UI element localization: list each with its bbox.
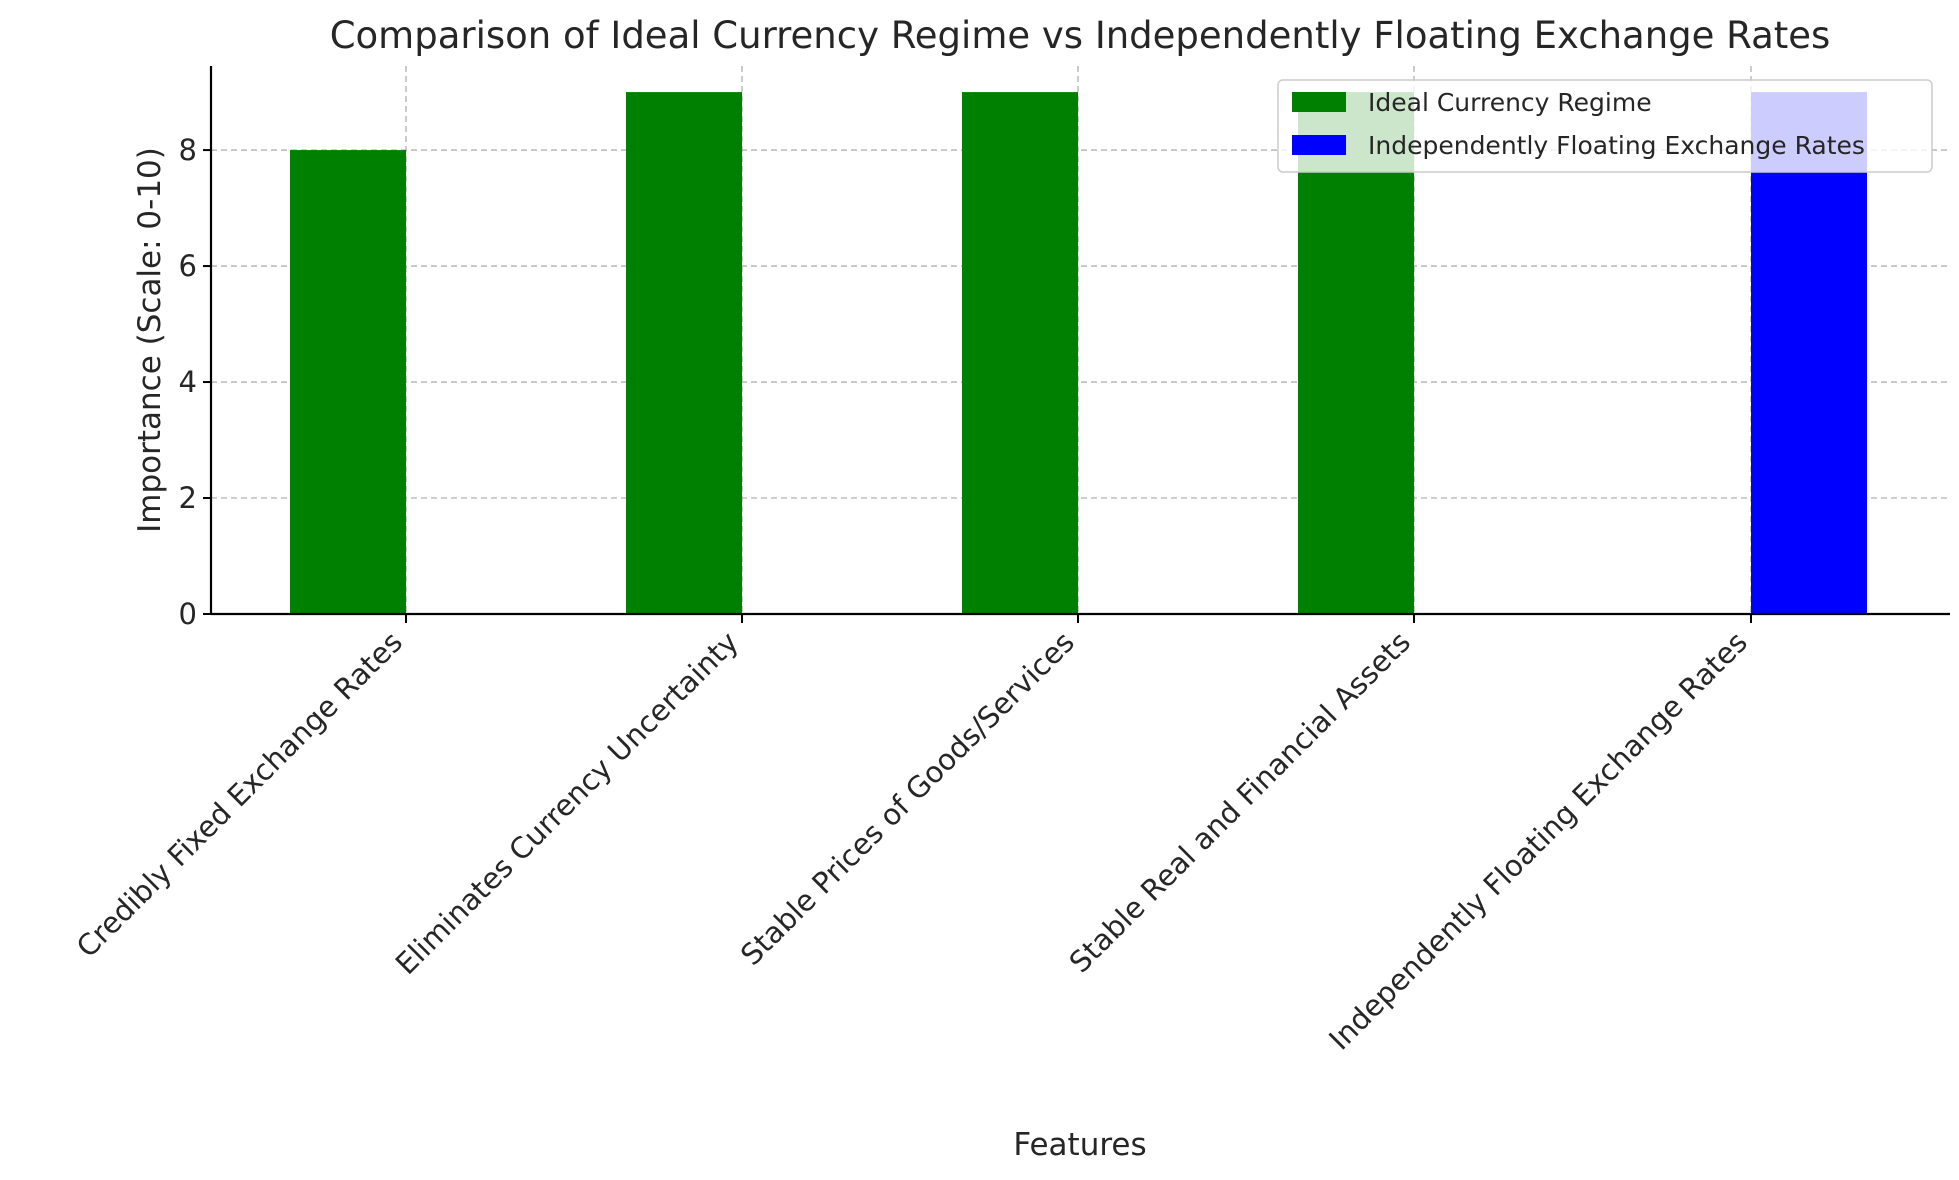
x-tick-label: Stable Prices of Goods/Services	[734, 625, 1081, 972]
y-tick-label: 8	[179, 133, 197, 167]
y-ticks: 0 2 4 6 8	[179, 133, 211, 631]
legend-swatch	[1292, 92, 1346, 112]
y-tick-label: 0	[179, 597, 197, 631]
bar	[626, 92, 742, 615]
y-tick-label: 2	[179, 481, 197, 515]
legend-swatch	[1292, 135, 1346, 155]
x-tick-label: Stable Real and Financial Assets	[1063, 625, 1417, 979]
x-tick-label: Eliminates Currency Uncertainty	[389, 625, 745, 981]
y-tick-label: 6	[179, 249, 197, 283]
bars	[290, 92, 1867, 615]
bar	[1751, 92, 1867, 615]
y-axis-label: Importance (Scale: 0-10)	[132, 147, 168, 533]
chart-title: Comparison of Ideal Currency Regime vs I…	[330, 14, 1831, 57]
x-ticks: Credibly Fixed Exchange RatesEliminates …	[70, 614, 1754, 1057]
y-tick-label: 4	[179, 365, 197, 399]
axes	[209, 66, 1950, 616]
legend: Ideal Currency Regime Independently Float…	[1277, 79, 1933, 173]
x-tick-label: Independently Floating Exchange Rates	[1322, 625, 1754, 1057]
legend-frame	[1277, 79, 1933, 173]
legend-label: Independently Floating Exchange Rates	[1368, 131, 1865, 160]
legend-label: Ideal Currency Regime	[1368, 88, 1652, 117]
bar	[962, 92, 1078, 615]
x-tick-label: Credibly Fixed Exchange Rates	[70, 625, 409, 964]
x-axis-label: Features	[1013, 1127, 1146, 1163]
bar	[290, 150, 406, 614]
bar	[1298, 92, 1414, 615]
